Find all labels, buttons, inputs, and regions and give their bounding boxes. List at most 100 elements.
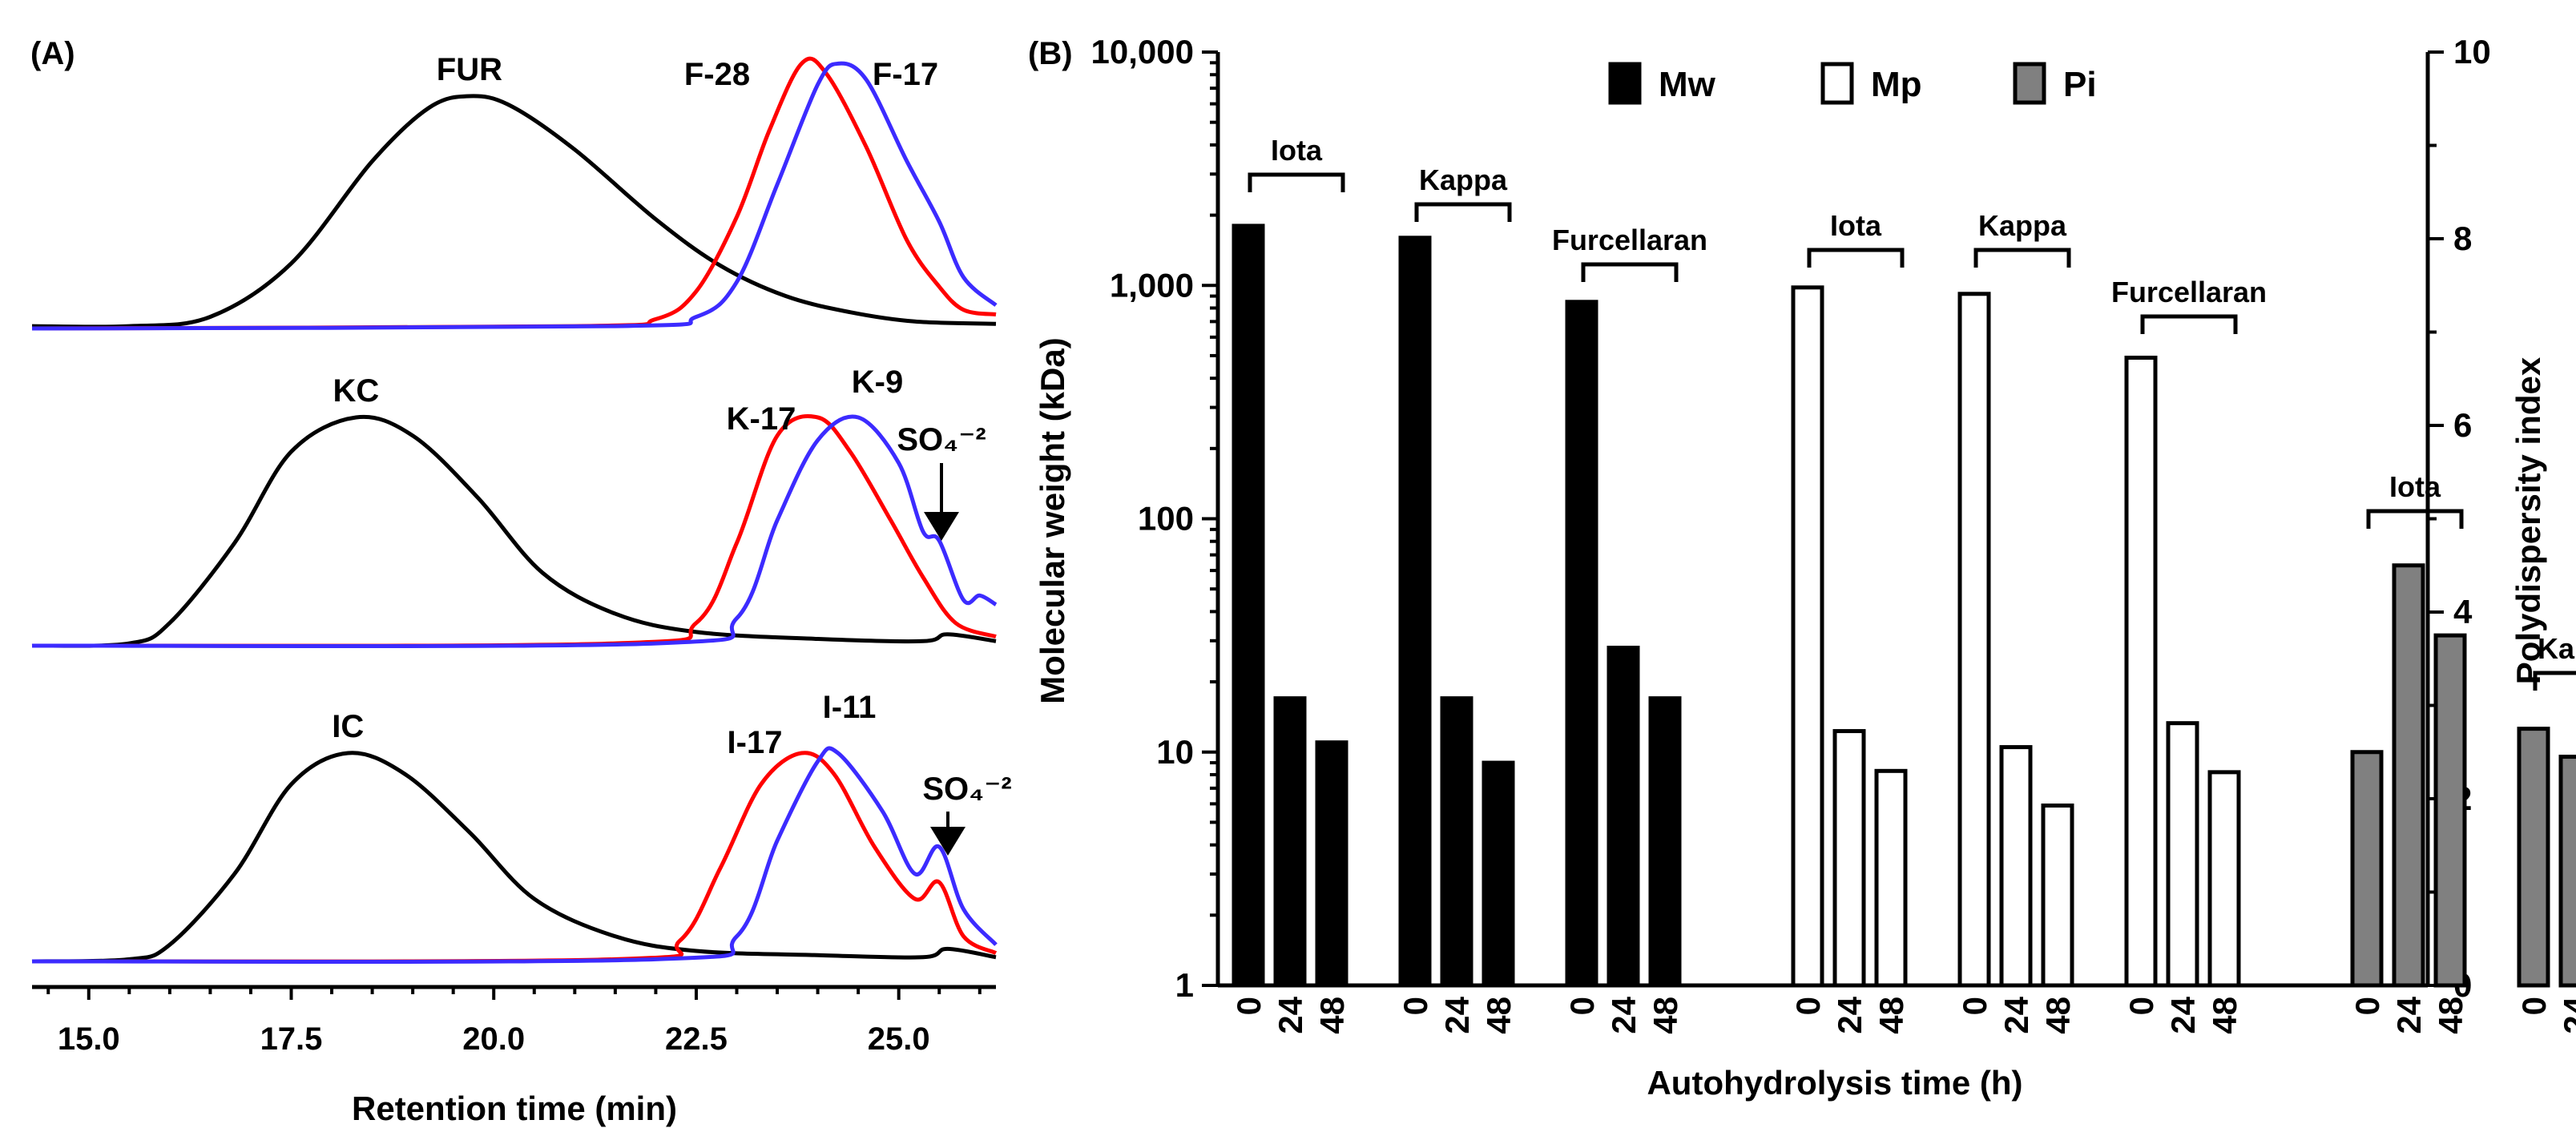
group-label-ic: IC xyxy=(332,709,364,744)
group-label-kc: KC xyxy=(333,373,379,409)
bar-pi-kappa-24 xyxy=(2558,755,2576,988)
group-bracket xyxy=(2366,509,2464,529)
panel-a-chromatogram: (A) FUR KC IC F-28 F-17 K-17 K-9 SO₄⁻² I-17 I-11 S… xyxy=(30,36,1012,1127)
x-category-label: 48 xyxy=(1313,997,1351,1034)
bar-mw-iota-24 xyxy=(1273,696,1307,988)
curve-f-17 xyxy=(31,61,998,331)
y2-axis-title: Polydispersity index xyxy=(2509,357,2547,684)
y2-tick-label: 8 xyxy=(2453,220,2472,257)
bar-pi-iota-24 xyxy=(2392,563,2425,988)
fraction-label: I-17 xyxy=(728,725,783,760)
group-bracket xyxy=(1414,202,1512,222)
x-tick-label: 20.0 xyxy=(462,1021,525,1057)
curve-f-28 xyxy=(31,56,997,331)
y2-tick-label: 4 xyxy=(2453,593,2473,630)
fraction-label: SO₄⁻² xyxy=(897,422,986,457)
x-category-labels: 0244802448024480244802448024480244802448… xyxy=(1230,996,2576,1033)
curve-kc xyxy=(31,414,997,648)
bar-mp-iota-0 xyxy=(1791,285,1824,988)
curve-i-17 xyxy=(31,751,998,964)
bar-mw-furcellaran-24 xyxy=(1606,646,1640,988)
y-axis-title: Molecular weight (kDa) xyxy=(1034,337,1071,703)
curve-i-11 xyxy=(31,746,998,965)
x-tick-label: 22.5 xyxy=(665,1021,728,1057)
bar-mp-furcellaran-0 xyxy=(2124,355,2158,988)
bar-mp-iota-48 xyxy=(1874,768,1908,988)
curve-k-9 xyxy=(31,414,998,649)
legend-label-pi: Pi xyxy=(2063,65,2097,104)
bar-mw-iota-48 xyxy=(1315,740,1348,988)
group-bracket xyxy=(1973,248,2071,268)
legend-swatch-mw xyxy=(1608,62,1642,105)
group-label-fur: FUR xyxy=(437,52,502,87)
x-tick-label: 15.0 xyxy=(58,1021,120,1057)
fraction-label: I-11 xyxy=(823,690,877,725)
bar-pi-iota-0 xyxy=(2350,750,2384,988)
chromatogram-curves xyxy=(31,56,998,965)
curve-ic xyxy=(31,751,997,964)
y-tick-label: 1,000 xyxy=(1110,266,1194,304)
x-category-label: 0 xyxy=(1230,997,1268,1015)
curve-fur xyxy=(31,94,997,329)
x-tick-label: 25.0 xyxy=(868,1021,930,1057)
panel-b-label: (B) xyxy=(1028,36,1073,71)
x-category-label: 0 xyxy=(2348,997,2386,1015)
group-bracket-label: Kappa xyxy=(1978,209,2067,242)
group-bracket-label: Iota xyxy=(1830,209,1882,242)
fraction-label: K-17 xyxy=(727,401,796,437)
x-tick-label: 17.5 xyxy=(260,1021,323,1057)
bar-mp-furcellaran-24 xyxy=(2166,721,2199,988)
bar-pi-kappa-0 xyxy=(2517,727,2550,988)
x-category-label: 24 xyxy=(1272,996,1309,1033)
x-category-label: 0 xyxy=(1397,997,1434,1015)
group-bracket xyxy=(1581,262,1679,282)
bar-mw-furcellaran-0 xyxy=(1565,300,1598,988)
bars xyxy=(1232,224,2576,988)
chromatogram-labels: FUR KC IC F-28 F-17 K-17 K-9 SO₄⁻² I-17 I-11 SO₄⁻² xyxy=(332,52,1012,856)
fraction-label: SO₄⁻² xyxy=(922,771,1011,807)
x-category-label: 0 xyxy=(1956,997,1993,1015)
legend-swatch-pi xyxy=(2013,62,2046,105)
bar-mp-kappa-24 xyxy=(1999,745,2033,988)
bar-mp-kappa-0 xyxy=(1957,292,1991,988)
bar-mw-kappa-48 xyxy=(1482,760,1515,988)
x-category-label: 24 xyxy=(1438,996,1476,1033)
y-tick-label: 10 xyxy=(1156,733,1194,771)
x-axis-ticks: 15.0 17.5 20.0 22.5 25.0 xyxy=(46,987,982,1057)
group-bracket xyxy=(2140,314,2238,334)
x-category-label: 0 xyxy=(1789,997,1827,1015)
group-bracket-label: Furcellaran xyxy=(1552,224,1707,256)
x-category-label: 48 xyxy=(2432,997,2469,1034)
x-category-label: 48 xyxy=(1480,997,1518,1034)
x-category-label: 48 xyxy=(1647,997,1684,1034)
bar-pi-iota-48 xyxy=(2433,633,2467,988)
x-category-label: 48 xyxy=(1873,997,1910,1034)
x-category-label: 0 xyxy=(2515,997,2553,1015)
legend-label-mw: Mw xyxy=(1659,65,1716,104)
x-category-label: 24 xyxy=(1605,996,1643,1033)
bar-mw-furcellaran-48 xyxy=(1648,696,1682,988)
x-category-label: 48 xyxy=(2039,997,2077,1034)
bar-mp-furcellaran-48 xyxy=(2207,770,2241,988)
x-category-label: 24 xyxy=(2390,996,2428,1033)
x-category-label: 0 xyxy=(2122,997,2160,1015)
x-category-label: 24 xyxy=(2557,996,2576,1033)
x-category-label: 0 xyxy=(1563,997,1601,1015)
x-axis-title: Retention time (min) xyxy=(352,1090,677,1127)
group-bracket-label: Furcellaran xyxy=(2111,276,2267,308)
y-tick-label: 1 xyxy=(1175,966,1194,1004)
x-category-label: 24 xyxy=(2164,996,2202,1033)
left-y-axis-ticks: 1 10 100 1,000 10,000 xyxy=(1091,33,1218,1004)
group-bracket-label: Iota xyxy=(2389,470,2441,503)
sulfate-arrow-head xyxy=(924,512,959,541)
group-bracket-label: Kappa xyxy=(1419,163,1508,196)
fraction-label: F-28 xyxy=(684,57,750,92)
panel-a-label: (A) xyxy=(30,36,75,71)
bar-mw-kappa-0 xyxy=(1398,236,1432,988)
bar-mw-kappa-24 xyxy=(1440,696,1473,988)
x-category-label: 24 xyxy=(1831,996,1869,1033)
group-bracket-label: Kappa xyxy=(2538,632,2576,665)
bar-mp-kappa-48 xyxy=(2041,803,2074,988)
